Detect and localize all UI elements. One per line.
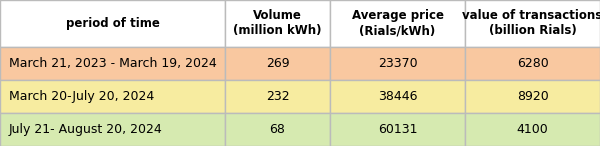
Text: July 21- August 20, 2024: July 21- August 20, 2024 [9,123,163,136]
Text: 38446: 38446 [378,90,417,103]
Text: 6280: 6280 [517,57,548,70]
Text: 68: 68 [269,123,286,136]
Bar [465,47,600,80]
Bar [0,0,225,47]
Text: Average price
(Rials/kWh): Average price (Rials/kWh) [352,9,443,37]
Bar [465,0,600,47]
Text: Volume
(million kWh): Volume (million kWh) [233,9,322,37]
Bar [330,47,465,80]
Bar [0,80,225,113]
Text: 4100: 4100 [517,123,548,136]
Bar [225,113,330,146]
Bar [330,0,465,47]
Bar [330,113,465,146]
Bar [330,80,465,113]
Text: value of transactions
(billion Rials): value of transactions (billion Rials) [463,9,600,37]
Bar [465,113,600,146]
Bar [0,113,225,146]
Bar [225,80,330,113]
Bar [0,47,225,80]
Text: period of time: period of time [65,17,160,30]
Bar [465,80,600,113]
Text: 60131: 60131 [378,123,417,136]
Text: March 20-July 20, 2024: March 20-July 20, 2024 [9,90,154,103]
Text: March 21, 2023 - March 19, 2024: March 21, 2023 - March 19, 2024 [9,57,217,70]
Bar [225,47,330,80]
Text: 269: 269 [266,57,289,70]
Bar [225,0,330,47]
Text: 232: 232 [266,90,289,103]
Text: 8920: 8920 [517,90,548,103]
Text: 23370: 23370 [377,57,418,70]
